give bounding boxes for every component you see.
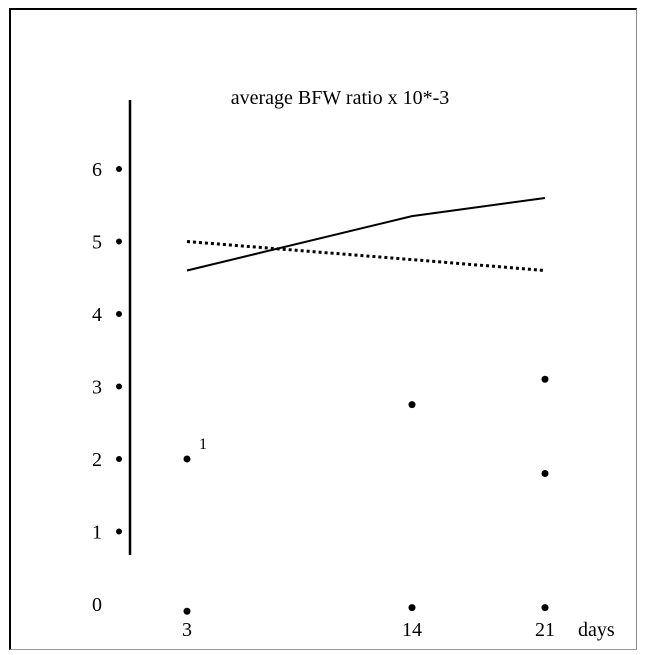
y-tick-mark-6 bbox=[116, 166, 122, 172]
y-tick-mark-4 bbox=[116, 311, 122, 317]
y-tick-mark-3 bbox=[116, 383, 122, 390]
chart-title: average BFW ratio x 10*-3 bbox=[231, 87, 449, 109]
y-tick-label-3: 3 bbox=[92, 377, 102, 399]
data-point-5 bbox=[408, 604, 416, 612]
data-point-1 bbox=[408, 401, 416, 409]
data-points bbox=[183, 375, 549, 615]
x-axis-ticks: 3 14 21 bbox=[182, 619, 555, 641]
data-point-6 bbox=[541, 604, 549, 612]
data-point-3 bbox=[541, 470, 549, 477]
y-tick-label-0: 0 bbox=[92, 594, 102, 616]
y-tick-label-4: 4 bbox=[92, 304, 102, 326]
x-tick-label-21: 21 bbox=[535, 619, 555, 641]
y-tick-label-6: 6 bbox=[92, 159, 102, 181]
y-tick-label-5: 5 bbox=[92, 232, 102, 254]
series-line-solid bbox=[186, 197, 546, 272]
x-axis-label: days bbox=[578, 619, 615, 641]
series-lines bbox=[186, 197, 546, 272]
data-point-2 bbox=[541, 375, 549, 383]
chart-frame bbox=[9, 8, 637, 650]
x-tick-label-14: 14 bbox=[402, 619, 422, 641]
x-tick-label-3: 3 bbox=[182, 619, 192, 641]
y-tick-mark-5 bbox=[116, 238, 122, 245]
y-tick-label-1: 1 bbox=[92, 522, 102, 544]
y-axis-ticks: 0 1 2 3 4 5 6 bbox=[92, 159, 122, 616]
annotation-0: 1 bbox=[199, 436, 207, 453]
y-tick-mark-2 bbox=[116, 456, 122, 462]
y-tick-mark-1 bbox=[116, 528, 122, 535]
y-tick-label-2: 2 bbox=[92, 449, 102, 471]
data-point-4 bbox=[183, 607, 191, 615]
annotations: 1 bbox=[199, 436, 207, 453]
series-line-dotted bbox=[186, 240, 546, 272]
data-point-0 bbox=[183, 455, 191, 463]
